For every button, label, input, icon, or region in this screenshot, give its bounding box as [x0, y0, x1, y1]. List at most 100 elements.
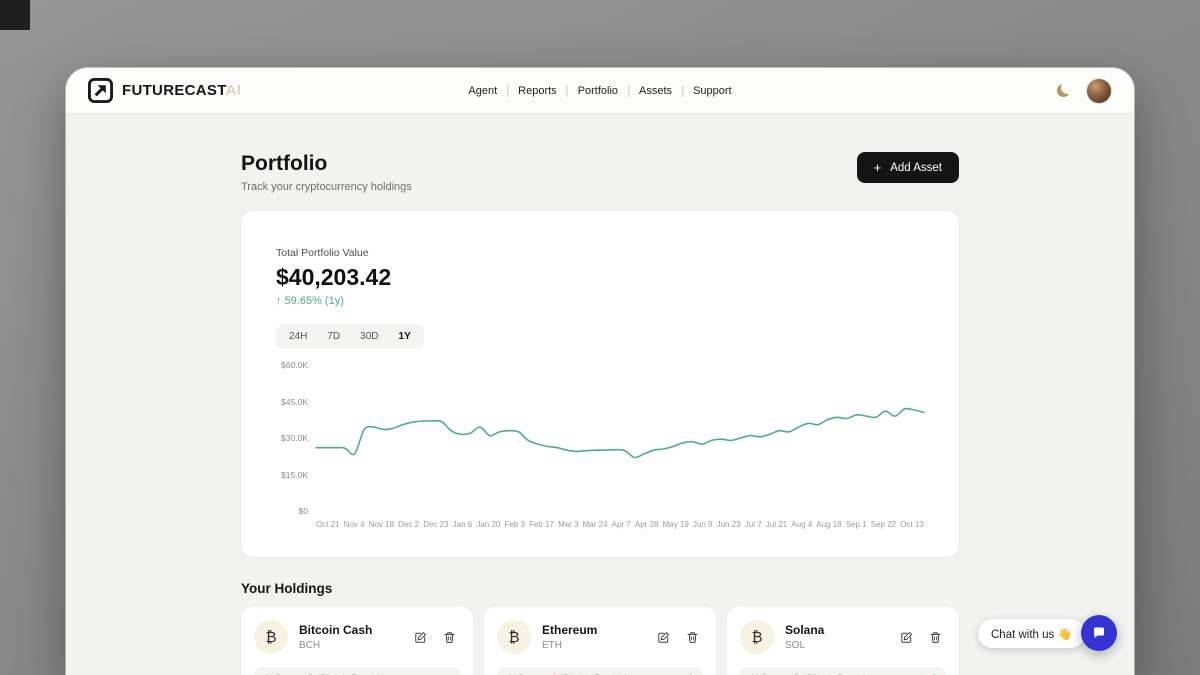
- score-delta: +1: [667, 673, 693, 675]
- x-tick-label: Apr 28: [634, 520, 659, 529]
- nav-item-portfolio[interactable]: Portfolio: [577, 84, 619, 97]
- trash-icon: [930, 631, 941, 643]
- score-delta: +4: [910, 673, 936, 675]
- chart-plot-area: [316, 365, 924, 511]
- x-tick-label: Jan 6: [452, 520, 473, 529]
- page-subtitle: Track your cryptocurrency holdings: [241, 181, 412, 193]
- chart-x-axis: Oct 21 Nov 4 Nov 18 Dec 2 Dec 23 Jan 6 Jan 20 F…: [316, 520, 924, 529]
- delete-asset-button[interactable]: [929, 631, 942, 644]
- range-tab-24h[interactable]: 24H: [289, 331, 308, 342]
- ai-score-value: -1: [791, 673, 799, 675]
- time-range-tabs: 24H 7D 30D 1Y: [276, 324, 424, 349]
- brand: FUTURECASTAI: [88, 78, 241, 103]
- holding-card: ₿ Solana SOL: [727, 607, 959, 675]
- ai-score-note: (Slightly Bearish): [803, 673, 871, 675]
- chat-launcher-button[interactable]: [1081, 615, 1117, 651]
- pencil-square-icon: [901, 631, 912, 643]
- portfolio-value-card: Total Portfolio Value $40,203.42 ↑ 59.65…: [241, 211, 959, 557]
- coin-symbol: BCH: [299, 640, 321, 651]
- nav-separator: [566, 84, 568, 97]
- app-window: FUTURECASTAI Agent Reports Portfolio Assets…: [66, 68, 1134, 675]
- edit-asset-button[interactable]: [414, 631, 427, 644]
- holding-card-header: ₿ Bitcoin Cash BCH: [254, 620, 460, 654]
- edit-asset-button[interactable]: [657, 631, 670, 644]
- header-actions: [1057, 77, 1112, 104]
- x-tick-label: Nov 4: [343, 520, 365, 529]
- brand-logo-arrow-icon: [88, 78, 113, 103]
- nav-item-assets[interactable]: Assets: [639, 84, 673, 97]
- screen-corner-block: [0, 0, 30, 30]
- x-tick-label: Mar 24: [582, 520, 608, 529]
- x-tick-label: May 19: [662, 520, 689, 529]
- holding-card-header: ₿ Ethereum ETH: [497, 620, 703, 654]
- delete-asset-button[interactable]: [686, 631, 699, 644]
- ai-score-row: AI Score: -1 (Slightly Bearish) +4: [740, 667, 946, 675]
- nav-item-reports[interactable]: Reports: [518, 84, 557, 97]
- x-tick-label: Dec 23: [423, 520, 449, 529]
- range-tab-7d[interactable]: 7D: [327, 331, 341, 342]
- portfolio-chart-svg: [316, 365, 924, 511]
- nav-item-support[interactable]: Support: [693, 84, 732, 97]
- plus-icon: +: [873, 160, 882, 175]
- delete-asset-button[interactable]: [443, 631, 456, 644]
- y-tick-label: $0: [298, 506, 308, 516]
- holding-actions: [657, 631, 703, 644]
- x-tick-label: Aug 4: [791, 520, 813, 529]
- coin-name: Ethereum: [542, 623, 598, 637]
- x-tick-label: Jan 20: [476, 520, 501, 529]
- brand-suffix: AI: [225, 82, 242, 99]
- ai-score-note: (Slightly Bearish): [560, 673, 628, 675]
- x-tick-label: Oct 13: [900, 520, 924, 529]
- y-tick-label: $30.0K: [281, 433, 308, 443]
- holding-card-header: ₿ Solana SOL: [740, 620, 946, 654]
- holding-actions: [900, 631, 946, 644]
- brand-name: FUTURECASTAI: [122, 82, 242, 99]
- nav-item-agent[interactable]: Agent: [468, 84, 498, 97]
- theme-toggle-moon-icon[interactable]: [1057, 84, 1070, 97]
- chat-with-us-pill[interactable]: Chat with us 👋: [978, 619, 1085, 648]
- add-asset-button[interactable]: + Add Asset: [856, 152, 959, 183]
- main-nav: Agent Reports Portfolio Assets Support: [458, 84, 741, 97]
- trash-icon: [687, 631, 698, 643]
- page-content: Portfolio Track your cryptocurrency hold…: [66, 152, 1134, 675]
- coin-icon: ₿: [497, 620, 531, 654]
- chart-line: [316, 408, 924, 457]
- ai-score-value: -4: [548, 673, 556, 675]
- x-tick-label: Oct 21: [316, 520, 340, 529]
- x-tick-label: Apr 7: [611, 520, 631, 529]
- coin-icon: ₿: [740, 620, 774, 654]
- edit-asset-button[interactable]: [900, 631, 913, 644]
- x-tick-label: Sep 1: [845, 520, 867, 529]
- ai-score-label: AI Score:: [507, 673, 544, 675]
- x-tick-label: Jun 23: [716, 520, 741, 529]
- holding-actions: [414, 631, 460, 644]
- ai-score-note: (Slightly Bearish): [317, 673, 385, 675]
- page-title-block: Portfolio Track your cryptocurrency hold…: [241, 152, 412, 193]
- holdings-grid: ₿ Bitcoin Cash BCH: [241, 607, 959, 675]
- app-header: FUTURECASTAI Agent Reports Portfolio Assets…: [66, 68, 1134, 114]
- pencil-square-icon: [415, 631, 426, 643]
- holding-card: ₿ Ethereum ETH: [484, 607, 716, 675]
- holdings-heading: Your Holdings: [241, 581, 333, 596]
- speech-bubble-icon: [1094, 627, 1104, 639]
- x-tick-label: Feb 3: [504, 520, 525, 529]
- coin-meta: Ethereum ETH: [542, 623, 597, 651]
- ai-score-label: AI Score:: [750, 673, 787, 675]
- coin-symbol: ETH: [542, 640, 562, 651]
- nav-separator: [507, 84, 509, 97]
- portfolio-change: ↑ 59.65% (1y): [276, 295, 344, 307]
- user-avatar[interactable]: [1086, 77, 1112, 104]
- x-tick-label: Feb 17: [529, 520, 554, 529]
- x-tick-label: Jun 9: [692, 520, 713, 529]
- ai-score-row: AI Score: -4 (Slightly Bearish) +1: [497, 667, 703, 675]
- portfolio-chart: $60.0K $45.0K $30.0K $15.0K $0: [276, 360, 924, 516]
- page-header: Portfolio Track your cryptocurrency hold…: [241, 152, 959, 193]
- range-tab-1y[interactable]: 1Y: [398, 331, 411, 342]
- y-tick-label: $60.0K: [281, 360, 308, 370]
- range-tab-30d[interactable]: 30D: [360, 331, 379, 342]
- ai-score-value: -1: [305, 673, 313, 675]
- page-title: Portfolio: [241, 152, 328, 175]
- pencil-square-icon: [658, 631, 669, 643]
- coin-name: Bitcoin Cash: [299, 623, 373, 637]
